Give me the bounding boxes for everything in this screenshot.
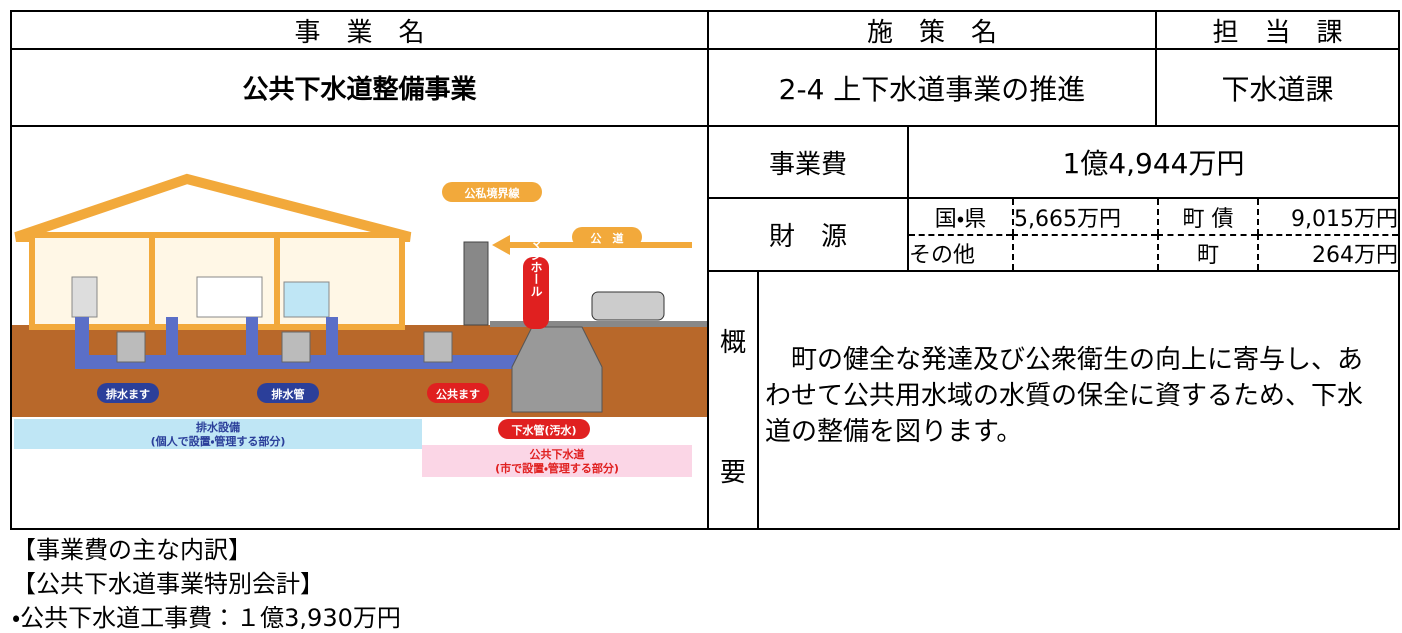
funding-cell: 国・県 bbox=[909, 199, 1012, 235]
text: 町 bbox=[1196, 243, 1219, 268]
label: 公私境界線 bbox=[465, 186, 521, 200]
text: 概 bbox=[720, 328, 747, 358]
label: 排水ます bbox=[106, 387, 150, 401]
pill bbox=[257, 383, 319, 403]
funding-cell: 町 bbox=[1157, 234, 1257, 270]
dept-name: 下水道課 bbox=[1155, 48, 1400, 127]
summary-label: 概 要 bbox=[707, 270, 759, 530]
funding-cell: その他 bbox=[909, 234, 1012, 270]
public-area bbox=[422, 445, 692, 477]
funding-cell: 5,665万円 bbox=[1012, 199, 1157, 235]
bathtub bbox=[196, 276, 263, 318]
illustration: 公私境界線 公 道 マンホール 排水ます 排水管 公共ます 下水管(汚水) 排水… bbox=[12, 173, 707, 477]
header-cell: 担 当 課 bbox=[1155, 10, 1400, 50]
manhole-shaft bbox=[511, 326, 603, 413]
road bbox=[490, 321, 707, 327]
text: 財 源 bbox=[768, 222, 847, 252]
text: 2-4 上下水道事業の推進 bbox=[778, 72, 1086, 106]
illustration-cell: 公私境界線 公 道 マンホール 排水ます 排水管 公共ます 下水管(汚水) 排水… bbox=[10, 125, 709, 530]
label: マンホール bbox=[529, 237, 543, 297]
pill bbox=[523, 257, 549, 329]
box bbox=[116, 331, 146, 363]
pill bbox=[442, 182, 542, 202]
breakdown-account: 【公共下水道事業特別会計】 bbox=[12, 570, 324, 598]
arrow-head bbox=[492, 235, 510, 255]
text: 1億4,944万円 bbox=[1062, 147, 1245, 180]
cost-label: 事業費 bbox=[707, 125, 909, 199]
funding-label: 財 源 bbox=[707, 197, 909, 272]
policy-name: 2-4 上下水道事業の推進 bbox=[707, 48, 1157, 127]
toilet bbox=[71, 276, 98, 318]
header-cell: 施 策 名 bbox=[707, 10, 1157, 50]
box bbox=[281, 331, 311, 363]
pill bbox=[427, 383, 489, 403]
funding-cell bbox=[1012, 234, 1157, 270]
label: 公共下水道 bbox=[530, 447, 585, 461]
breakdown-item: ・公共下水道工事費：１億3,930万円 bbox=[12, 604, 401, 632]
funding-cell: 町 債 bbox=[1157, 199, 1257, 235]
header-label: 事 業 名 bbox=[294, 17, 425, 48]
pill bbox=[97, 383, 159, 403]
header-label: 施 策 名 bbox=[866, 17, 997, 48]
project-name: 公共下水道整備事業 bbox=[10, 48, 709, 127]
ground bbox=[12, 325, 707, 417]
private-area bbox=[14, 419, 422, 449]
header-cell: 事 業 名 bbox=[10, 10, 709, 50]
label: 公共ます bbox=[436, 387, 480, 401]
text: 9,015万円 bbox=[1291, 207, 1398, 232]
text: 5,665万円 bbox=[1014, 207, 1121, 232]
text: 町の健全な発達及び公衆衛生の向上に寄与し、あわせて公共用水域の水質の保全に資する… bbox=[765, 345, 1364, 447]
text: 公共下水道整備事業 bbox=[242, 75, 477, 105]
label: 排水管 bbox=[272, 387, 305, 401]
funding-cell: 264万円 bbox=[1257, 234, 1398, 270]
label: 下水管(汚水) bbox=[511, 423, 576, 437]
text: 264万円 bbox=[1312, 243, 1398, 268]
pill bbox=[572, 227, 642, 247]
text: 下水道課 bbox=[1221, 72, 1334, 106]
label: 排水設備 bbox=[196, 420, 240, 434]
text: 事業費 bbox=[768, 149, 847, 180]
boundary-wall bbox=[463, 241, 489, 326]
text: 町 債 bbox=[1182, 207, 1234, 232]
cost-value: 1億4,944万円 bbox=[907, 125, 1400, 199]
text: 要 bbox=[720, 458, 747, 488]
roof bbox=[14, 173, 412, 242]
breakdown-heading: 【事業費の主な内訳】 bbox=[12, 536, 252, 564]
car bbox=[591, 291, 665, 321]
text: その他 bbox=[909, 243, 976, 268]
pipe bbox=[166, 317, 338, 362]
funding-cell: 9,015万円 bbox=[1257, 199, 1398, 235]
funding-grid: 国・県 5,665万円 町 債 9,015万円 その他 町 264万円 bbox=[907, 197, 1400, 272]
header-label: 担 当 課 bbox=[1212, 17, 1343, 48]
box bbox=[423, 331, 453, 363]
summary-text: 町の健全な発達及び公衆衛生の向上に寄与し、あわせて公共用水域の水質の保全に資する… bbox=[757, 270, 1400, 530]
label: 公 道 bbox=[591, 231, 624, 245]
sink bbox=[283, 281, 330, 318]
pill bbox=[498, 419, 590, 439]
label: (個人で設置・管理する部分) bbox=[151, 434, 286, 448]
label: (市で設置・管理する部分) bbox=[495, 461, 619, 475]
text: 国・県 bbox=[934, 207, 987, 232]
